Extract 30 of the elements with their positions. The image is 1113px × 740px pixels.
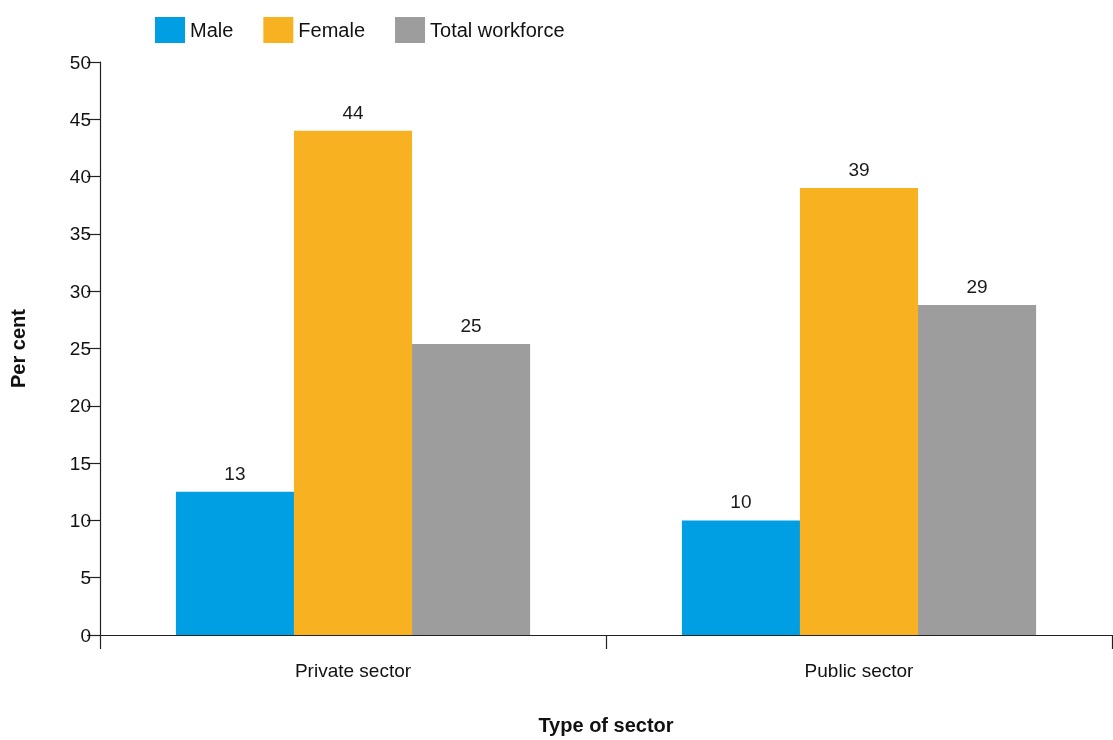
bar: [799, 188, 919, 635]
bar: [681, 520, 800, 635]
y-tick-label: 15: [69, 452, 91, 474]
data-label: 10: [730, 491, 752, 513]
bar: [293, 130, 413, 635]
y-tick-label: 25: [69, 338, 91, 359]
data-label: 25: [460, 314, 482, 336]
data-label: 29: [966, 275, 988, 297]
y-tick-label: 50: [69, 51, 91, 73]
y-tick-label: 5: [80, 567, 91, 589]
bar: [412, 343, 531, 635]
y-tick-label: 35: [69, 223, 91, 245]
legend-label: Female: [298, 19, 366, 41]
data-label: 39: [848, 159, 870, 181]
y-axis-title: Per cent: [7, 308, 29, 388]
legend-label: Male: [190, 19, 234, 41]
x-tick-label: Public sector: [804, 660, 915, 681]
y-tick-label: 40: [69, 166, 91, 188]
data-label: 44: [342, 101, 364, 123]
y-tick-label: 20: [69, 395, 91, 417]
y-tick-label: 45: [69, 108, 91, 130]
y-tick-label: 30: [69, 280, 91, 302]
x-axis-title: Type of sector: [538, 714, 674, 736]
data-label: 13: [224, 462, 246, 484]
legend-label: Total workforce: [430, 19, 565, 41]
y-tick-label: 10: [69, 509, 91, 531]
y-tick-label: 0: [80, 624, 91, 646]
bar: [918, 304, 1037, 635]
x-tick-label: Private sector: [294, 660, 412, 681]
bar: [175, 491, 294, 635]
